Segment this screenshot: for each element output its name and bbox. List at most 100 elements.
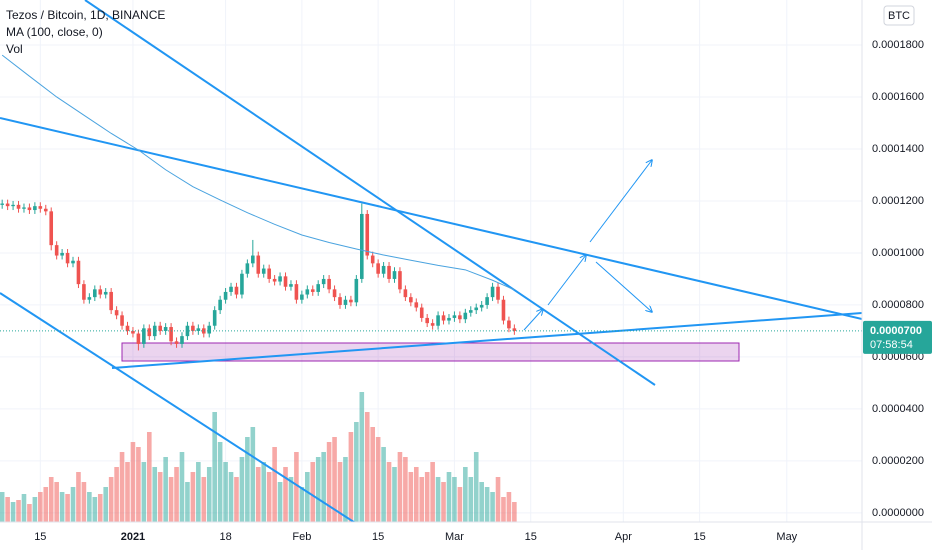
candle-body [5, 203, 10, 207]
volume-bar [27, 504, 32, 522]
volume-bar [163, 457, 168, 522]
x-tick-label: 18 [219, 531, 231, 543]
volume-bar [70, 487, 76, 522]
candle-body [147, 328, 152, 337]
candle-body [93, 289, 97, 298]
candle-body [33, 206, 37, 211]
ma-line [1, 54, 515, 291]
candle-body [501, 299, 506, 321]
candle-body [305, 289, 310, 295]
volume-bar [452, 477, 457, 522]
volume-bar [501, 497, 506, 522]
candle-body [49, 211, 54, 246]
candle-body [120, 315, 124, 326]
volume-bar [59, 492, 65, 522]
volume-bar [245, 437, 250, 522]
volume-bar [228, 472, 234, 522]
volume-bar [430, 462, 435, 522]
x-tick-label: 15 [372, 531, 384, 543]
candle-body [196, 328, 201, 331]
candle-body [212, 310, 217, 326]
volume-bar [386, 462, 392, 522]
countdown: 07:58:54 [870, 339, 913, 351]
volume-bar [272, 447, 277, 522]
volume-bar [239, 457, 245, 522]
drawings [0, 0, 862, 522]
arrow [547, 255, 586, 306]
candle-body [463, 312, 468, 320]
candle-body [229, 286, 233, 292]
volume-bar [468, 477, 474, 522]
legend-volume: Vol [6, 42, 23, 56]
candle-body [109, 291, 113, 311]
candle-body [114, 310, 119, 316]
candle-body [71, 260, 75, 264]
candle-body [223, 291, 228, 300]
volume-bar [21, 494, 27, 522]
volume-bar [157, 472, 163, 522]
candle-body [38, 206, 43, 209]
y-tick-label: 0.0000800 [872, 299, 924, 311]
candle-body [452, 315, 457, 318]
candle-body [376, 263, 380, 274]
volume-bar [108, 477, 114, 522]
candle-body [474, 307, 479, 311]
volume-bar [419, 477, 425, 522]
candle-body [490, 286, 495, 298]
candle-body [191, 325, 195, 331]
x-tick-label: Apr [615, 531, 632, 543]
candle-body [163, 327, 168, 331]
trendline [111, 312, 862, 369]
volume-bar [97, 494, 103, 522]
trendline [0, 292, 356, 522]
candle-body [103, 291, 108, 295]
candle-body [512, 328, 517, 331]
candle-body [87, 297, 92, 300]
candle-body [261, 268, 266, 274]
volume-bar [288, 477, 294, 522]
volume-bar [114, 467, 119, 522]
trendline [84, 0, 656, 386]
x-tick-label: 15 [34, 531, 46, 543]
x-tick-label: 15 [694, 531, 706, 543]
candle-body [370, 255, 375, 264]
currency-label: BTC [888, 10, 910, 22]
volume-bar [223, 462, 228, 522]
volume-bar [343, 457, 348, 522]
candle-body [27, 207, 32, 211]
candle-body [267, 268, 271, 279]
volume-bar [87, 492, 92, 522]
candle-body [447, 317, 451, 321]
currency-button[interactable] [883, 5, 915, 26]
candle-body [403, 289, 408, 298]
volume-bar [381, 447, 386, 522]
volume-bar [506, 492, 512, 522]
candle-body [425, 317, 429, 324]
volume-bar [283, 467, 288, 522]
arrow [595, 261, 652, 312]
candle-body [158, 325, 162, 331]
volume-bar [38, 492, 43, 522]
volume-bar [32, 497, 38, 522]
y-tick-label: 0.0001800 [872, 39, 924, 51]
x-tick-label: May [776, 531, 797, 543]
volume-bar [348, 432, 354, 522]
candle-body [16, 204, 21, 209]
volume-bar [54, 482, 59, 522]
candle-body [256, 255, 261, 274]
y-tick-label: 0.0000400 [872, 403, 924, 415]
volume-bar [190, 472, 196, 522]
candle-body [419, 307, 424, 318]
candle-body [152, 325, 157, 337]
candle-body [0, 203, 4, 205]
volume-bar [76, 472, 81, 522]
y-tick-label: 0.0001000 [872, 247, 924, 259]
volume-bar [512, 502, 517, 522]
zone [121, 342, 740, 362]
candle-body [251, 255, 255, 264]
volume-bar [408, 472, 414, 522]
volume-bar [321, 452, 326, 522]
candle-body [174, 341, 179, 344]
candle-body [441, 315, 446, 321]
volume-bar [375, 437, 381, 522]
